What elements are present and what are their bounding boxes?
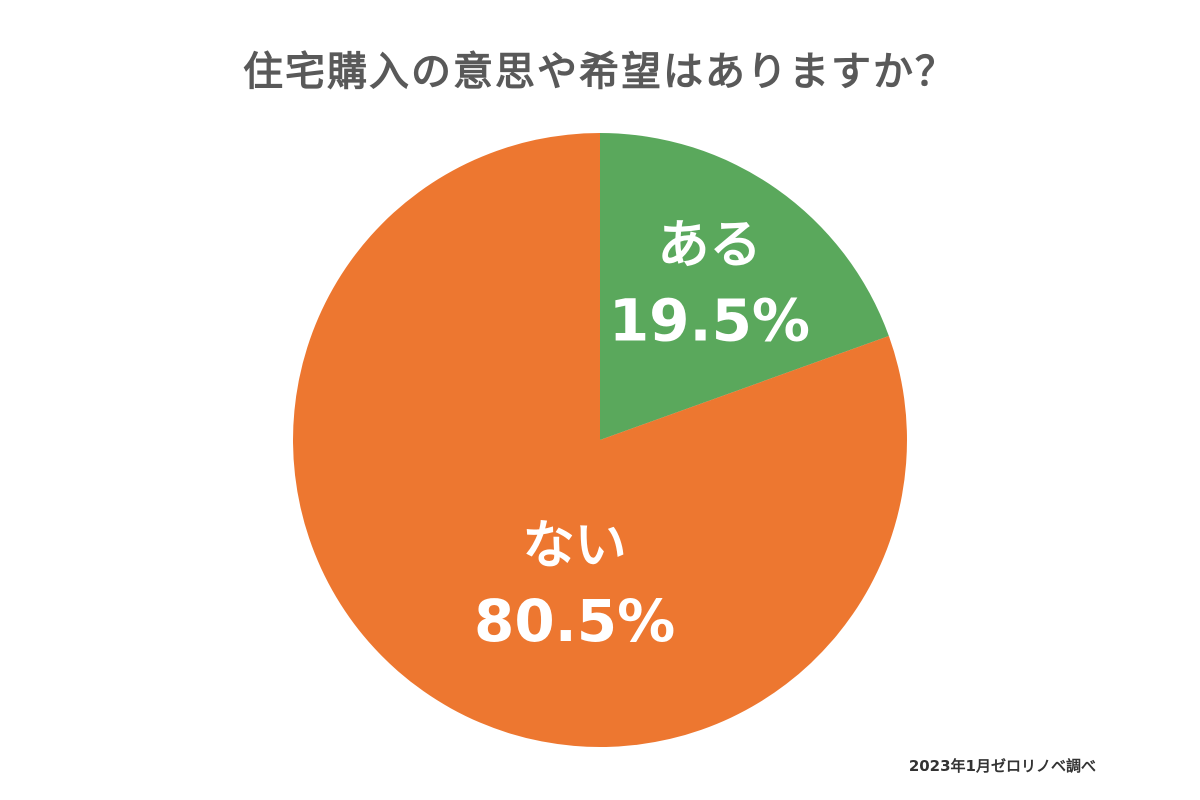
pie-slice-1 <box>600 133 889 440</box>
pie-slice-label-1: ある <box>657 215 761 275</box>
source-note: 2023年1月ゼロリノベ調べ <box>908 757 1096 775</box>
pie-slice-value-1: 19.5% <box>609 286 810 354</box>
pie-slice-label-2: ない <box>523 516 627 576</box>
pie-slice-2 <box>292 133 907 747</box>
pie-labels: ある 19.5% ない 80.5% <box>474 215 810 655</box>
pie-slice-value-2: 80.5% <box>474 587 675 655</box>
chart-title: 住宅購入の意思や希望はありますか？ <box>243 49 957 95</box>
pie-slices <box>292 133 907 747</box>
